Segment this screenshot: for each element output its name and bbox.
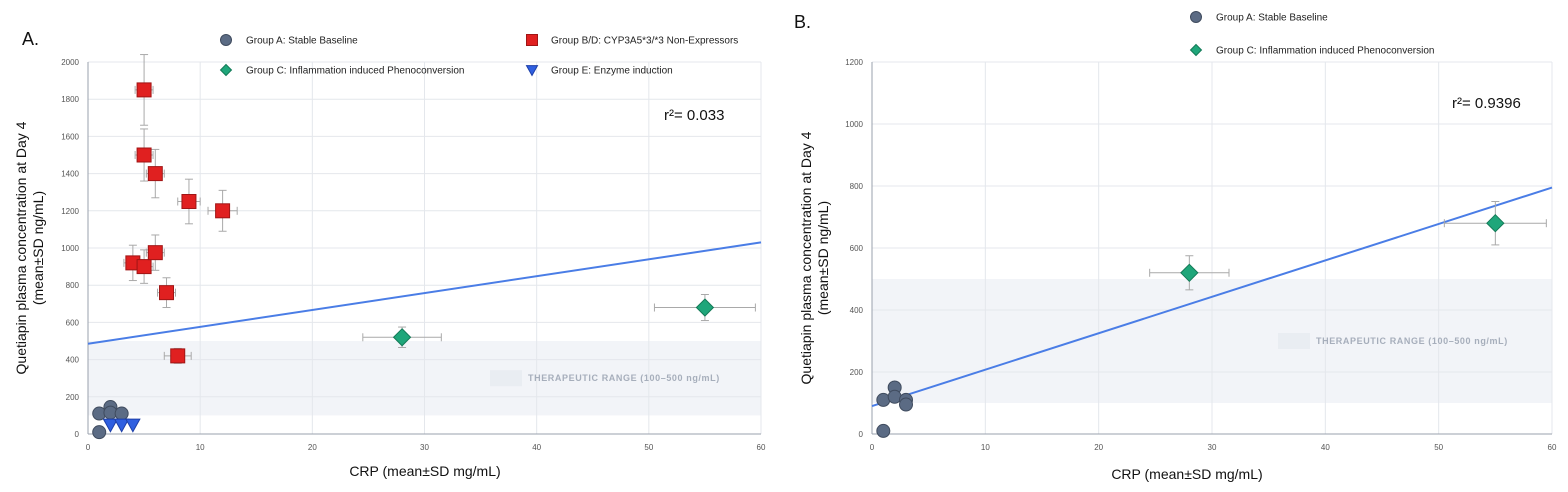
data-point-square xyxy=(215,203,231,219)
y-axis-title-line2: (mean±SD ng/mL) xyxy=(30,191,46,305)
series-diamond xyxy=(362,294,756,349)
x-tick-label: 30 xyxy=(420,443,429,452)
regression-line xyxy=(87,241,762,345)
data-point-triangle xyxy=(113,418,130,433)
legend-item: Group B/D: CYP3A5*3/*3 Non-Expressors xyxy=(526,34,738,47)
y-axis-title-line1: Quetiapin plasma concentration at Day 4 xyxy=(798,131,814,384)
legend-label: Group C: Inflammation induced Phenoconve… xyxy=(246,66,464,77)
data-point-diamond xyxy=(392,328,412,347)
data-point-circle xyxy=(92,425,107,440)
data-point-square xyxy=(136,147,152,163)
data-point-triangle xyxy=(102,418,119,433)
x-tick-label: 60 xyxy=(1548,443,1557,452)
series-circle xyxy=(876,380,913,438)
x-tick-label: 0 xyxy=(86,443,91,452)
regression-line xyxy=(871,186,1553,408)
y-tick-label: 800 xyxy=(850,182,864,191)
r-squared-annotation: r²= 0.033 xyxy=(664,107,724,124)
x-tick-label: 10 xyxy=(981,443,990,452)
data-point-square xyxy=(147,245,163,261)
legend-marker-circle xyxy=(220,34,232,46)
data-point-circle xyxy=(899,397,913,412)
data-point-diamond xyxy=(695,298,715,317)
band-label-box xyxy=(1278,333,1310,349)
legend-label: Group C: Inflammation induced Phenoconve… xyxy=(1216,46,1434,57)
therapeutic-range-label: THERAPEUTIC RANGE (100–500 ng/mL) xyxy=(1316,336,1508,346)
data-point-square xyxy=(181,194,197,209)
x-tick-label: 50 xyxy=(1434,443,1443,452)
x-tick-label: 20 xyxy=(1094,443,1103,452)
x-tick-label: 60 xyxy=(757,443,766,452)
panel-label: B. xyxy=(794,12,811,32)
data-point-circle xyxy=(114,406,129,421)
y-tick-label: 1000 xyxy=(61,244,79,253)
y-axis-title-line2: (mean±SD ng/mL) xyxy=(815,201,831,315)
legend-item: Group C: Inflammation induced Phenoconve… xyxy=(1189,43,1434,57)
x-tick-label: 10 xyxy=(196,443,205,452)
data-point-square xyxy=(147,166,163,182)
panel-label: A. xyxy=(22,29,39,49)
legend-label: Group B/D: CYP3A5*3/*3 Non-Expressors xyxy=(551,36,738,47)
x-axis-title: CRP (mean±SD mg/mL) xyxy=(1111,466,1262,482)
legend-item: Group E: Enzyme induction xyxy=(525,65,673,77)
y-tick-label: 0 xyxy=(75,430,80,439)
therapeutic-range-label: THERAPEUTIC RANGE (100–500 ng/mL) xyxy=(528,373,720,383)
legend-label: Group A: Stable Baseline xyxy=(1216,13,1328,24)
x-tick-label: 40 xyxy=(1321,443,1330,452)
chart-panel-b: 0 10 20 30 40 50 60020040060080010001200THERAP… xyxy=(794,11,1557,482)
series-diamond xyxy=(1149,201,1547,291)
series-triangle xyxy=(102,418,141,433)
data-point-square xyxy=(136,259,152,275)
data-point-circle xyxy=(876,423,891,438)
legend-marker-diamond xyxy=(219,63,233,77)
y-tick-label: 0 xyxy=(859,430,864,439)
r-squared-annotation: r²= 0.9396 xyxy=(1452,95,1521,112)
y-tick-label: 2000 xyxy=(61,58,79,67)
y-axis-title-line1: Quetiapin plasma concentration at Day 4 xyxy=(13,121,29,374)
data-point-square xyxy=(136,82,152,98)
y-tick-label: 600 xyxy=(850,244,864,253)
x-tick-label: 20 xyxy=(308,443,317,452)
legend-item: Group C: Inflammation induced Phenoconve… xyxy=(219,63,464,77)
y-tick-label: 1800 xyxy=(61,95,79,104)
y-tick-label: 200 xyxy=(66,393,80,402)
legend-marker-square xyxy=(526,34,538,46)
y-tick-label: 1000 xyxy=(845,120,863,129)
y-axis-title: Quetiapin plasma concentration at Day 4(… xyxy=(798,131,831,384)
x-tick-label: 50 xyxy=(644,443,653,452)
data-point-square xyxy=(159,285,175,301)
y-axis-title: Quetiapin plasma concentration at Day 4(… xyxy=(13,121,46,374)
data-point-triangle xyxy=(125,418,141,433)
legend-label: Group A: Stable Baseline xyxy=(246,36,358,47)
x-tick-label: 30 xyxy=(1208,443,1217,452)
y-tick-label: 400 xyxy=(850,306,864,315)
y-tick-label: 600 xyxy=(66,318,80,327)
legend-marker-circle xyxy=(1190,11,1202,23)
legend-label: Group E: Enzyme induction xyxy=(551,66,673,77)
legend-item: Group A: Stable Baseline xyxy=(1190,11,1328,24)
series-square xyxy=(123,54,238,364)
y-tick-label: 200 xyxy=(850,368,864,377)
y-tick-label: 400 xyxy=(66,356,80,365)
legend-marker-triangle xyxy=(525,65,539,77)
y-tick-label: 1600 xyxy=(61,132,79,141)
chart-panel-a: 0 10 20 30 40 50 60020040060080010001200140016… xyxy=(13,29,766,479)
x-tick-label: 0 xyxy=(870,443,875,452)
y-tick-label: 1200 xyxy=(845,58,863,67)
y-tick-label: 1200 xyxy=(61,207,79,216)
data-point-diamond xyxy=(1486,213,1505,233)
band-label-box xyxy=(490,370,522,387)
y-tick-label: 800 xyxy=(66,281,80,290)
data-point-square xyxy=(170,348,186,364)
x-axis-title: CRP (mean±SD mg/mL) xyxy=(349,463,500,479)
x-tick-label: 40 xyxy=(532,443,541,452)
data-point-diamond xyxy=(1180,263,1199,283)
legend-marker-diamond xyxy=(1189,43,1203,57)
y-tick-label: 1400 xyxy=(61,170,79,179)
legend-item: Group A: Stable Baseline xyxy=(220,34,358,47)
